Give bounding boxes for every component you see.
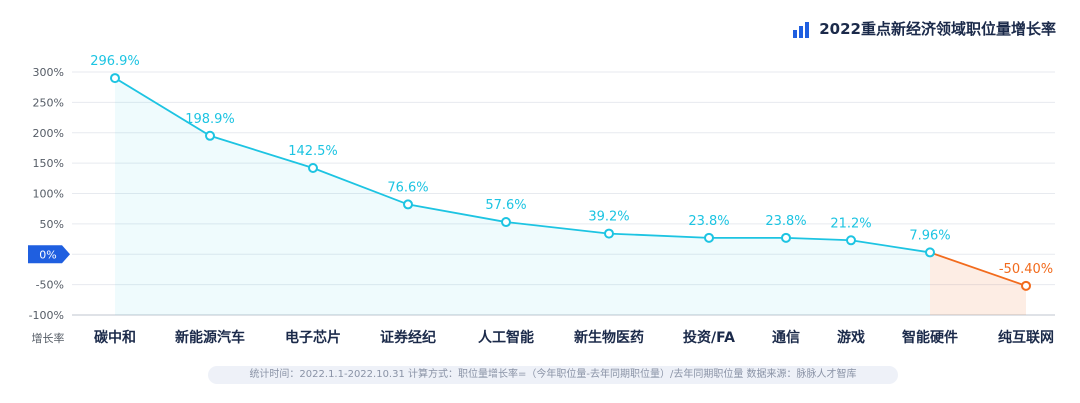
- data-label: 76.6%: [387, 180, 428, 195]
- x-tick-label: 电子芯片: [285, 329, 341, 346]
- y-tick-label: 150%: [33, 157, 64, 170]
- data-point: [110, 73, 120, 84]
- data-point: [925, 247, 935, 258]
- data-label: 21.2%: [830, 216, 871, 231]
- bar-chart-icon: [793, 19, 811, 38]
- x-tick-label: 新能源汽车: [175, 329, 245, 346]
- data-point: [308, 162, 318, 173]
- positive-area: [115, 78, 930, 315]
- x-tick-label: 游戏: [837, 329, 865, 346]
- data-point: [1021, 280, 1031, 291]
- y-tick-label-zero: 0%: [39, 248, 56, 261]
- data-label: -50.40%: [999, 262, 1053, 277]
- data-point: [604, 228, 614, 239]
- data-point: [205, 130, 215, 141]
- zero-axis-tag: [28, 245, 70, 264]
- data-point: [781, 232, 791, 243]
- y-tick-label: 300%: [33, 66, 64, 79]
- data-label: 39.2%: [588, 210, 629, 225]
- footer-note: 统计时间：2022.1.1-2022.10.31 计算方式：职位量增长率=（今年…: [208, 366, 898, 384]
- x-axis-label: 增长率: [32, 331, 65, 345]
- data-label: 7.96%: [909, 228, 950, 243]
- x-tick-label: 碳中和: [94, 329, 136, 346]
- series-line-negative: [929, 251, 1027, 287]
- x-tick-label: 投资/FA: [683, 329, 735, 346]
- chart-title: 2022重点新经济领域职位量增长率: [819, 20, 1056, 38]
- x-tick-label: 智能硬件: [901, 329, 958, 346]
- data-label: 198.9%: [185, 112, 235, 127]
- y-tick-label: -50%: [36, 279, 64, 292]
- y-tick-label: 250%: [33, 96, 64, 109]
- chart-title-block: 2022重点新经济领域职位量增长率: [793, 18, 1056, 39]
- data-point: [403, 199, 413, 210]
- x-tick-label: 通信: [772, 329, 800, 346]
- series-line-positive: [114, 77, 931, 254]
- x-tick-label: 纯互联网: [998, 329, 1054, 346]
- y-tick-label: 50%: [40, 218, 64, 231]
- y-tick-label: -100%: [29, 309, 64, 322]
- y-tick-label: 200%: [33, 127, 64, 140]
- data-point: [704, 232, 714, 243]
- data-label: 142.5%: [288, 144, 338, 159]
- x-tick-label: 人工智能: [478, 329, 534, 346]
- data-label: 23.8%: [688, 214, 729, 229]
- data-label: 296.9%: [90, 54, 140, 69]
- data-point: [501, 217, 511, 228]
- growth-line-chart: 300% 250% 200% 150% 100% 50% -50% -100% 0% 296.9%…: [28, 54, 1055, 346]
- data-label: 23.8%: [765, 214, 806, 229]
- negative-area: [930, 252, 1026, 315]
- data-label: 57.6%: [485, 198, 526, 213]
- y-tick-label: 100%: [33, 188, 64, 201]
- x-tick-label: 证券经纪: [380, 329, 436, 346]
- x-tick-label: 新生物医药: [574, 329, 644, 346]
- data-point: [846, 235, 856, 246]
